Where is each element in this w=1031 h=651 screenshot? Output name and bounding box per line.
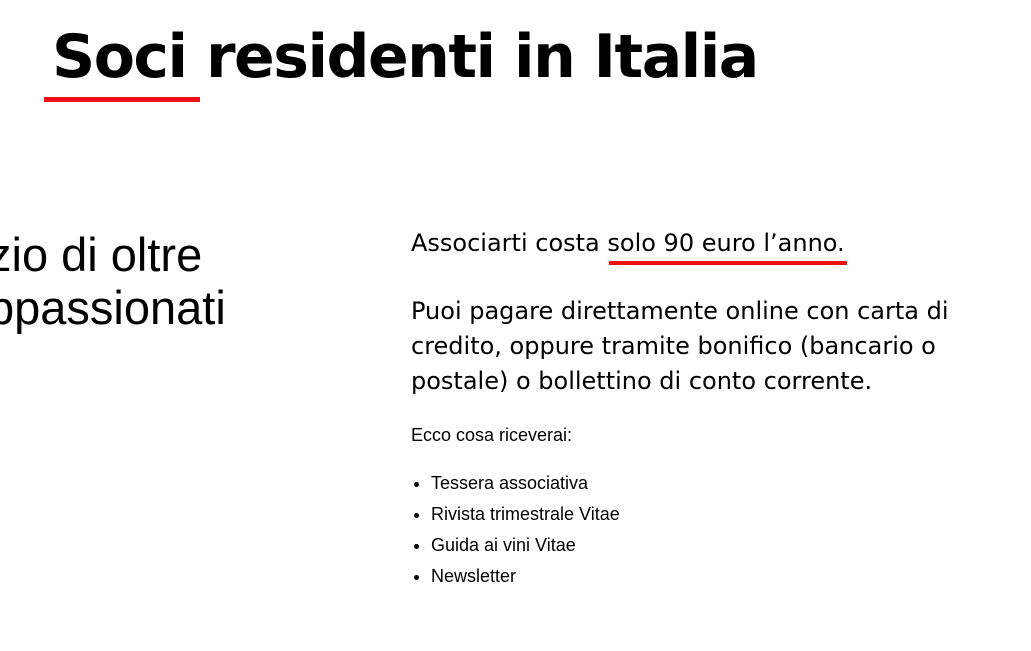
left-text-line: zio di oltre <box>0 228 203 281</box>
list-item: Rivista trimestrale Vitae <box>431 499 1001 530</box>
list-item: Tessera associativa <box>431 468 1001 499</box>
membership-info: Associarti costa solo 90 euro l’anno. Pu… <box>411 226 1001 592</box>
payment-methods: Puoi pagare direttamente online con cart… <box>411 297 949 395</box>
left-text-line: ppassionati <box>0 281 226 334</box>
benefits-list: Tessera associativa Rivista trimestrale … <box>411 468 1001 592</box>
left-column-clipped: zio di oltre ppassionati <box>0 228 380 348</box>
benefits-intro: Ecco cosa riceverai: <box>411 425 573 445</box>
price-prefix: Associarti costa <box>411 229 608 257</box>
list-item: Newsletter <box>431 561 1001 592</box>
page-title: Soci residenti in Italia <box>52 22 759 92</box>
price-statement: Associarti costa solo 90 euro l’anno. <box>411 226 1001 265</box>
list-item: Guida ai vini Vitae <box>431 530 1001 561</box>
title-underline-accent <box>44 97 200 102</box>
price-highlight: solo 90 euro l’anno. <box>607 226 847 265</box>
